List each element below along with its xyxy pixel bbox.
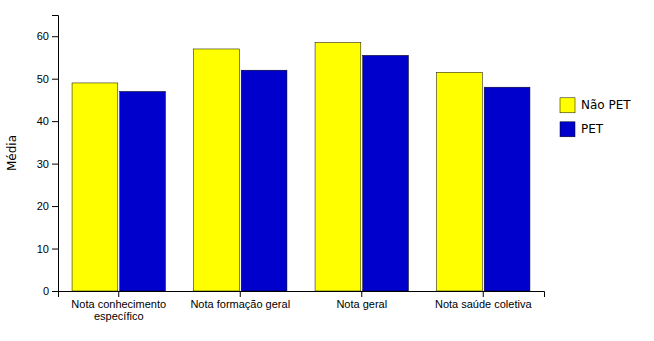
y-axis: 0 10 20 30 40 50 60 — [37, 16, 59, 298]
legend: Não PET PET — [560, 98, 631, 137]
tick-mark — [118, 291, 119, 297]
bar — [315, 43, 361, 291]
tick-label: 30 — [37, 158, 49, 170]
legend-swatch — [560, 98, 575, 113]
legend-item: Não PET — [560, 98, 631, 113]
legend-label: PET — [581, 123, 604, 137]
tick-label: 40 — [37, 115, 49, 127]
tick: Nota geral — [336, 291, 387, 310]
tick-mark — [52, 249, 58, 250]
tick-label: 0 — [43, 285, 49, 297]
bar — [437, 72, 483, 291]
legend-item: PET — [560, 122, 604, 137]
bar — [120, 91, 166, 291]
bar — [72, 83, 118, 291]
tick-label-line: específico — [94, 310, 144, 322]
tick: Nota saúde coletiva — [435, 291, 532, 310]
tick-label: 10 — [37, 243, 49, 255]
bar-series — [72, 43, 482, 291]
tick-label: 60 — [37, 30, 49, 42]
tick: 0 — [43, 285, 58, 297]
legend-label: Não PET — [581, 99, 631, 113]
tick-label-line: Nota geral — [336, 298, 387, 310]
tick-mark — [52, 79, 58, 80]
bar — [241, 70, 287, 291]
x-axis: Nota conhecimentoespecífico Nota formação… — [59, 291, 545, 322]
tick-mark — [52, 36, 58, 37]
chart-container: 0 10 20 30 40 50 60 Nota conhecimentoespecífico… — [0, 0, 654, 341]
bars — [72, 43, 530, 291]
tick: Nota formação geral — [190, 291, 290, 310]
legend-swatch — [560, 122, 575, 137]
tick-label: Nota geral — [336, 298, 387, 310]
tick-mark — [240, 291, 241, 297]
tick-mark — [52, 121, 58, 122]
tick-label: 20 — [37, 200, 49, 212]
y-axis-title: Média — [5, 135, 19, 171]
tick-label: Nota saúde coletiva — [435, 298, 532, 310]
tick: 30 — [37, 158, 58, 170]
tick: 20 — [37, 200, 58, 212]
tick-label: Nota conhecimentoespecífico — [71, 298, 166, 323]
bar — [363, 55, 409, 291]
tick-label-line: Nota formação geral — [190, 298, 290, 310]
tick-mark — [483, 291, 484, 297]
tick-mark — [361, 291, 362, 297]
tick-label-line: Nota saúde coletiva — [435, 298, 532, 310]
tick-label-line: Nota conhecimento — [71, 298, 166, 310]
plot-area: 0 10 20 30 40 50 60 Nota conhecimentoespecífico… — [37, 16, 545, 323]
tick: Nota conhecimentoespecífico — [71, 291, 166, 322]
tick-mark — [52, 164, 58, 165]
tick: 50 — [37, 73, 58, 85]
tick: 10 — [37, 243, 58, 255]
chart-svg: 0 10 20 30 40 50 60 Nota conhecimentoespecífico… — [0, 0, 654, 341]
axis-line — [52, 16, 59, 292]
tick-mark — [52, 291, 58, 292]
axis-line — [59, 292, 545, 298]
tick-label: Nota formação geral — [190, 298, 290, 310]
bar-series — [120, 55, 530, 291]
bar — [194, 49, 240, 291]
tick-label: 50 — [37, 73, 49, 85]
tick-mark — [52, 206, 58, 207]
bar — [484, 87, 530, 291]
tick: 60 — [37, 30, 58, 42]
tick: 40 — [37, 115, 58, 127]
